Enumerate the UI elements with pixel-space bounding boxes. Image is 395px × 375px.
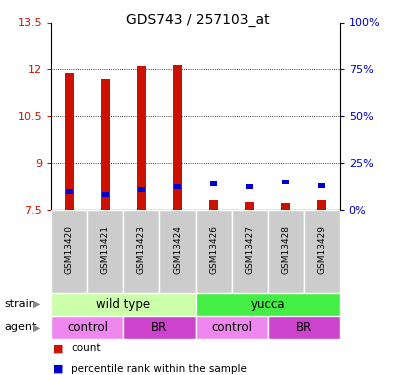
Bar [51,210,87,292]
Text: ▶: ▶ [33,322,40,332]
Bar [174,184,181,189]
Bar [137,66,146,210]
Text: count: count [71,344,101,353]
Bar [102,192,109,197]
Bar [51,316,123,339]
Bar [245,202,254,210]
Bar [210,181,217,186]
Bar [246,184,253,189]
Bar [123,210,160,292]
Text: BR: BR [295,321,312,334]
Bar [281,203,290,210]
Text: control: control [211,321,252,334]
Bar [304,210,340,292]
Bar [138,187,145,192]
Bar [160,210,196,292]
Bar [87,210,123,292]
Bar [101,79,110,210]
Bar [267,210,304,292]
Text: GSM13428: GSM13428 [281,225,290,274]
Bar [65,72,74,210]
Text: agent: agent [4,322,36,332]
Text: strain: strain [4,299,36,309]
Text: GSM13426: GSM13426 [209,225,218,274]
Text: GSM13421: GSM13421 [101,225,110,274]
Text: GDS743 / 257103_at: GDS743 / 257103_at [126,13,269,27]
Bar [123,316,196,339]
Text: ■: ■ [53,344,64,353]
Bar [318,183,325,188]
Text: wild type: wild type [96,298,150,310]
Bar [196,316,267,339]
Text: GSM13423: GSM13423 [137,225,146,274]
Text: yucca: yucca [250,298,285,310]
Text: GSM13424: GSM13424 [173,225,182,274]
Bar [173,64,182,210]
Bar [66,189,73,194]
Bar [231,210,267,292]
Bar [196,210,231,292]
Text: GSM13429: GSM13429 [317,225,326,274]
Bar [268,316,340,339]
Text: percentile rank within the sample: percentile rank within the sample [71,364,247,374]
Text: control: control [67,321,108,334]
Bar [209,200,218,210]
Bar [317,200,326,210]
Text: ▶: ▶ [33,299,40,309]
Bar [51,292,196,316]
Bar [282,180,289,184]
Text: BR: BR [151,321,167,334]
Bar [196,292,340,316]
Text: GSM13420: GSM13420 [65,225,74,274]
Text: ■: ■ [53,364,64,374]
Text: GSM13427: GSM13427 [245,225,254,274]
